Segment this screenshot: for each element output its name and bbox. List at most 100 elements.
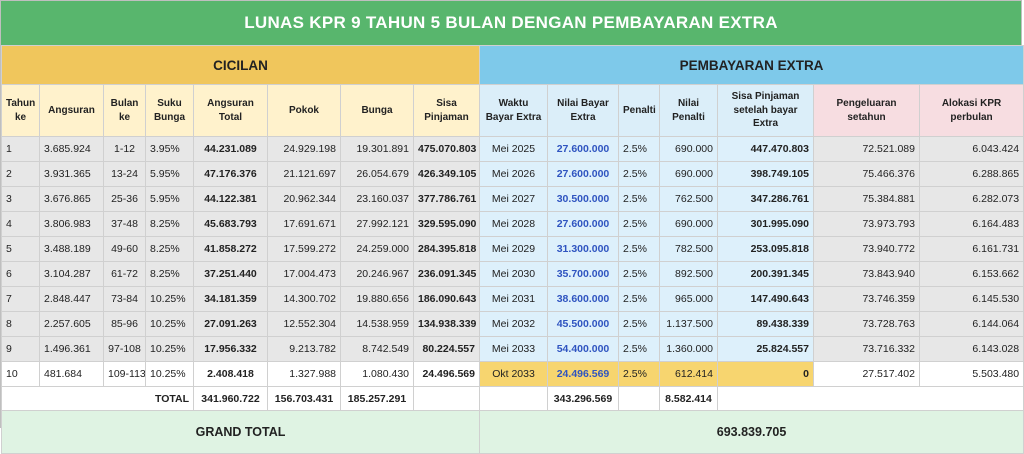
cell-angsuran-total: 17.956.332 — [193, 336, 268, 362]
cell-bulan: 85-96 — [103, 311, 146, 337]
header-pengeluaran-setahun: Pengeluaran setahun — [813, 84, 920, 137]
cell-nilai-bayar: 45.500.000 — [547, 311, 619, 337]
section-cicilan: CICILAN — [1, 45, 480, 85]
cell-angsuran-total: 37.251.440 — [193, 261, 268, 287]
grand-total-label: GRAND TOTAL — [1, 410, 480, 454]
cell-suku: 10.25% — [145, 361, 194, 387]
cell-angsuran: 2.848.447 — [39, 286, 104, 312]
total-bunga: 185.257.291 — [340, 386, 414, 411]
cell-tahun: 7 — [1, 286, 40, 312]
cell-pengeluaran: 73.716.332 — [813, 336, 920, 362]
cell-pengeluaran: 73.728.763 — [813, 311, 920, 337]
section-pembayaran-extra: PEMBAYARAN EXTRA — [478, 45, 1024, 85]
sheet-title: LUNAS KPR 9 TAHUN 5 BULAN DENGAN PEMBAYA… — [1, 1, 1021, 45]
cell-nilai-bayar: 31.300.000 — [547, 236, 619, 262]
cell-bulan: 37-48 — [103, 211, 146, 237]
cell-bunga: 20.246.967 — [340, 261, 414, 287]
cell-bulan: 25-36 — [103, 186, 146, 212]
cell-waktu: Mei 2032 — [479, 311, 548, 337]
cell-sisa-setelah: 200.391.345 — [717, 261, 814, 287]
table-row: 7 2.848.447 73-84 10.25% 34.181.359 14.300.70… — [1, 286, 1024, 312]
cell-tahun: 9 — [1, 336, 40, 362]
cell-sisa: 329.595.090 — [413, 211, 480, 237]
cell-bunga: 1.080.430 — [340, 361, 414, 387]
grand-total-value: 693.839.705 — [478, 410, 1024, 454]
total-label: TOTAL — [1, 386, 194, 411]
cell-pengeluaran: 27.517.402 — [813, 361, 920, 387]
cell-nilai-bayar: 30.500.000 — [547, 186, 619, 212]
cell-pokok: 20.962.344 — [267, 186, 341, 212]
cell-alokasi: 6.153.662 — [918, 261, 1024, 287]
header-waktu-bayar-extra: Waktu Bayar Extra — [479, 84, 548, 137]
cell-bulan: 49-60 — [103, 236, 146, 262]
cell-penalti: 2.5% — [618, 136, 660, 162]
cell-bunga: 19.301.891 — [340, 136, 414, 162]
cell-suku: 8.25% — [145, 211, 194, 237]
cell-tahun: 2 — [1, 161, 40, 187]
table-row: 10 481.684 109-113 10.25% 2.408.418 1.327.988… — [1, 361, 1024, 387]
table-row: 6 3.104.287 61-72 8.25% 37.251.440 17.004.473… — [1, 261, 1024, 287]
cell-sisa: 236.091.345 — [413, 261, 480, 287]
cell-penalti: 2.5% — [618, 261, 660, 287]
total-angsuran-total: 341.960.722 — [193, 386, 268, 411]
cell-alokasi: 6.144.064 — [918, 311, 1024, 337]
total-empty-waktu — [479, 386, 548, 411]
cell-sisa-setelah: 25.824.557 — [717, 336, 814, 362]
cell-angsuran: 3.806.983 — [39, 211, 104, 237]
cell-waktu: Mei 2030 — [479, 261, 548, 287]
cell-bunga: 26.054.679 — [340, 161, 414, 187]
cell-bulan: 61-72 — [103, 261, 146, 287]
header-bulan: Bulan ke — [103, 84, 146, 137]
cell-waktu: Mei 2025 — [479, 136, 548, 162]
header-alokasi-kpr: Alokasi KPR perbulan — [918, 84, 1024, 137]
total-empty-right — [716, 386, 1024, 411]
cell-nilai-penalti: 690.000 — [659, 161, 718, 187]
header-nilai-bayar-extra: Nilai Bayar Extra — [547, 84, 619, 137]
cell-waktu: Mei 2031 — [479, 286, 548, 312]
cell-pengeluaran: 75.466.376 — [813, 161, 920, 187]
cell-nilai-bayar: 54.400.000 — [547, 336, 619, 362]
cell-sisa-setelah: 253.095.818 — [717, 236, 814, 262]
header-angsuran-total: Angsuran Total — [193, 84, 268, 137]
grand-total-row: GRAND TOTAL 693.839.705 — [1, 410, 1024, 454]
total-empty-sisa — [413, 386, 480, 411]
cell-sisa: 284.395.818 — [413, 236, 480, 262]
cell-nilai-penalti: 1.360.000 — [659, 336, 718, 362]
header-sisa-pinjaman: Sisa Pinjaman — [413, 84, 480, 137]
cell-tahun: 1 — [1, 136, 40, 162]
cell-alokasi: 6.143.028 — [918, 336, 1024, 362]
cell-sisa-setelah: 0 — [717, 361, 814, 387]
cell-pokok: 9.213.782 — [267, 336, 341, 362]
cell-nilai-penalti: 612.414 — [659, 361, 718, 387]
section-header-row: CICILAN PEMBAYARAN EXTRA — [1, 45, 1024, 85]
total-row: TOTAL 341.960.722 156.703.431 185.257.291 34… — [1, 386, 1024, 411]
table-row: 1 3.685.924 1-12 3.95% 44.231.089 24.929.198 1… — [1, 136, 1024, 162]
cell-nilai-bayar: 27.600.000 — [547, 161, 619, 187]
cell-angsuran: 3.685.924 — [39, 136, 104, 162]
cell-nilai-penalti: 690.000 — [659, 211, 718, 237]
cell-tahun: 8 — [1, 311, 40, 337]
cell-waktu: Mei 2029 — [479, 236, 548, 262]
header-bunga: Bunga — [340, 84, 414, 137]
cell-sisa-setelah: 301.995.090 — [717, 211, 814, 237]
cell-angsuran-total: 47.176.376 — [193, 161, 268, 187]
cell-pengeluaran: 73.746.359 — [813, 286, 920, 312]
cell-angsuran-total: 45.683.793 — [193, 211, 268, 237]
header-sisa-setelah-extra: Sisa Pinjaman setelah bayar Extra — [717, 84, 814, 137]
cell-alokasi: 6.161.731 — [918, 236, 1024, 262]
cell-sisa-setelah: 147.490.643 — [717, 286, 814, 312]
cell-bulan: 97-108 — [103, 336, 146, 362]
cell-bunga: 19.880.656 — [340, 286, 414, 312]
cell-suku: 8.25% — [145, 236, 194, 262]
cell-sisa-setelah: 89.438.339 — [717, 311, 814, 337]
cell-waktu: Mei 2028 — [479, 211, 548, 237]
cell-penalti: 2.5% — [618, 286, 660, 312]
cell-bunga: 23.160.037 — [340, 186, 414, 212]
cell-angsuran-total: 41.858.272 — [193, 236, 268, 262]
cell-pokok: 21.121.697 — [267, 161, 341, 187]
cell-penalti: 2.5% — [618, 361, 660, 387]
cell-nilai-penalti: 690.000 — [659, 136, 718, 162]
total-pokok: 156.703.431 — [267, 386, 341, 411]
header-nilai-penalti: Nilai Penalti — [659, 84, 718, 137]
